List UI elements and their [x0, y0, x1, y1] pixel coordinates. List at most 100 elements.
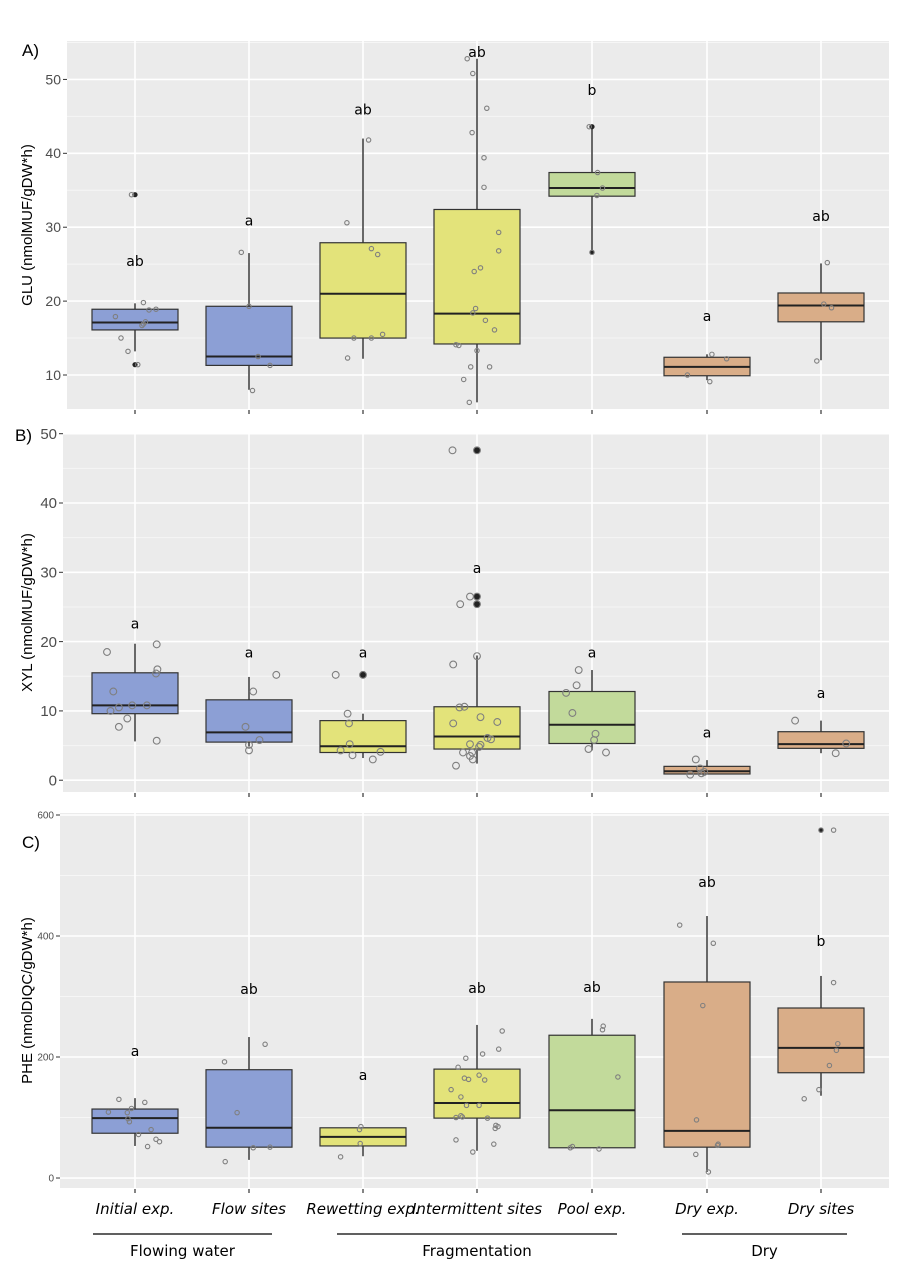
- x-category-label: Flow sites: [212, 1200, 286, 1218]
- jitter-point: [590, 736, 599, 744]
- box-iqr: [548, 1034, 636, 1149]
- jitter-point: [477, 265, 484, 271]
- significance-letter: a: [703, 309, 712, 325]
- box-intermittent-sites: ab: [433, 981, 521, 1155]
- jitter-point: [475, 743, 484, 751]
- jitter-point: [816, 1086, 822, 1093]
- outlier-point: [473, 600, 481, 608]
- jitter-point: [594, 169, 601, 176]
- significance-letter: a: [473, 561, 482, 577]
- box-initial-exp: a: [91, 617, 179, 745]
- jitter-point: [336, 746, 345, 755]
- jitter-point: [700, 1002, 706, 1009]
- jitter-point: [602, 748, 610, 757]
- jitter-point: [842, 739, 851, 748]
- box-intermittent-sites: a: [433, 446, 521, 770]
- y-tick-label: 10: [40, 703, 57, 720]
- jitter-point: [828, 305, 835, 311]
- jitter-point: [801, 1096, 807, 1102]
- jitter-point: [245, 740, 253, 749]
- box-pool-exp: a: [548, 646, 636, 757]
- jitter-point: [234, 1109, 240, 1116]
- jitter-point: [148, 1126, 154, 1133]
- box-flow-sites: ab: [205, 982, 293, 1165]
- jitter-point: [118, 335, 124, 341]
- jitter-point: [337, 1154, 344, 1160]
- jitter-point: [467, 364, 474, 370]
- significance-letter: ab: [698, 875, 716, 891]
- panel-tag: A): [22, 41, 39, 60]
- jitter-point: [245, 746, 253, 755]
- x-category-label: Intermittent sites: [412, 1200, 542, 1218]
- jitter-point: [114, 703, 123, 712]
- box-iqr: [205, 1069, 293, 1148]
- jitter-point: [222, 1158, 228, 1165]
- jitter-point: [456, 600, 465, 609]
- significance-letter: ab: [240, 982, 258, 998]
- jitter-point: [142, 1099, 148, 1106]
- significance-letter: ab: [812, 209, 830, 225]
- jitter-point: [453, 341, 459, 348]
- y-axis-label: PHE (nmolDIQC/gDW*h): [19, 917, 36, 1084]
- jitter-point: [470, 310, 476, 316]
- jitter-point: [684, 372, 691, 378]
- jitter-point: [272, 670, 281, 679]
- jitter-point: [562, 688, 571, 697]
- significance-letter: a: [359, 1068, 368, 1084]
- box-iqr: [91, 1108, 179, 1134]
- jitter-point: [125, 1115, 131, 1122]
- jitter-point: [448, 1086, 454, 1093]
- significance-letter: a: [588, 646, 597, 662]
- jitter-point: [128, 191, 135, 198]
- box-iqr: [319, 720, 407, 754]
- box-iqr: [777, 1007, 865, 1074]
- y-tick-label: 40: [45, 145, 61, 161]
- jitter-point: [153, 665, 162, 674]
- y-tick-label: 40: [40, 495, 57, 512]
- jitter-point: [249, 387, 256, 394]
- jitter-point: [152, 640, 161, 649]
- jitter-point: [123, 714, 132, 723]
- jitter-point: [144, 1143, 151, 1150]
- jitter-point: [481, 1077, 488, 1083]
- box-iqr: [777, 292, 865, 323]
- jitter-point: [463, 1055, 469, 1061]
- panel-b: 0 10 20 30 40 50 a a a a a a a XYL (nmolMUF/gDW*h) B): [15, 426, 889, 797]
- jitter-point: [449, 719, 458, 728]
- jitter-point: [705, 1169, 712, 1175]
- y-tick-label: 30: [45, 219, 61, 235]
- outlier-point: [359, 671, 367, 679]
- box-intermittent-sites: ab: [433, 45, 521, 406]
- jitter-point: [709, 351, 715, 358]
- jitter-point: [109, 687, 118, 696]
- jitter-point: [140, 299, 147, 306]
- significance-letter: ab: [126, 254, 144, 270]
- jitter-point: [112, 313, 119, 320]
- box-iqr: [433, 1068, 521, 1119]
- box-pool-exp: ab: [548, 980, 636, 1152]
- group-label: Fragmentation: [422, 1242, 532, 1260]
- box-dry-sites: a: [777, 686, 865, 758]
- jitter-point: [486, 364, 493, 370]
- jitter-point: [821, 301, 827, 307]
- jitter-point: [238, 249, 245, 256]
- jitter-point: [476, 1102, 482, 1109]
- jitter-point: [473, 592, 481, 601]
- jitter-point: [345, 740, 354, 749]
- jitter-point: [481, 155, 487, 161]
- jitter-point: [453, 1137, 459, 1143]
- box-iqr: [548, 171, 636, 197]
- jitter-point: [491, 1141, 497, 1147]
- box-rewetting-exp: a: [319, 1068, 407, 1160]
- significance-letter: ab: [468, 45, 486, 61]
- jitter-point: [481, 184, 487, 191]
- jitter-point: [449, 660, 458, 669]
- y-tick-label: 50: [45, 71, 61, 87]
- jitter-point: [463, 1102, 470, 1109]
- jitter-point: [586, 123, 592, 130]
- jitter-point: [468, 755, 477, 764]
- panel-c: 0 200 400 600 a ab a ab ab ab b PHE (nmolDIQC/gDW*h…: [19, 810, 889, 1193]
- jitter-point: [250, 1145, 256, 1151]
- jitter-point: [691, 755, 700, 764]
- jitter-point: [599, 185, 606, 191]
